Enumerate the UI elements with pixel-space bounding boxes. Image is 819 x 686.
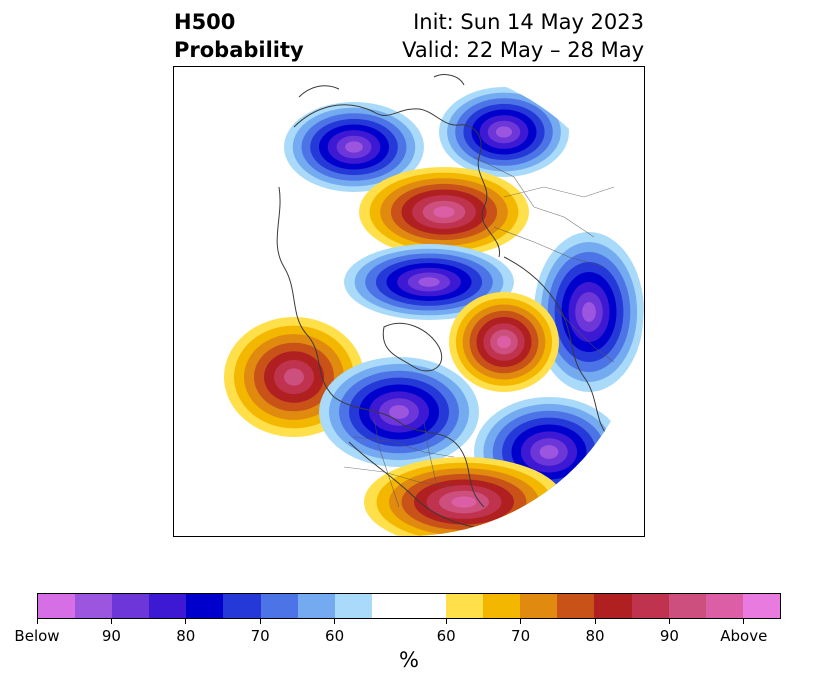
anomaly-below: [344, 244, 514, 320]
coastline: [293, 104, 500, 258]
colorbar: [37, 593, 781, 619]
colorbar-swatch: [520, 594, 558, 618]
coastline: [298, 74, 465, 98]
coastline: [503, 256, 610, 438]
country-border: [373, 416, 400, 508]
anomaly-contour: [345, 141, 363, 153]
anomaly-contour: [497, 335, 511, 349]
colorbar-tick-label: 60: [325, 627, 345, 645]
colorbar-swatch: [260, 594, 298, 618]
coastline: [333, 396, 485, 508]
colorbar-tick-label: 90: [101, 627, 121, 645]
coastline: [382, 322, 442, 372]
colorbar-tick: [259, 619, 261, 624]
colorbar-swatch: [594, 594, 632, 618]
anomaly-contour: [495, 126, 513, 138]
colorbar-tick: [668, 619, 670, 624]
country-borders-layer: [343, 156, 615, 508]
country-border: [503, 186, 615, 198]
anomaly-below: [319, 357, 479, 467]
title-valid-range: Valid: 22 May – 28 May: [402, 38, 644, 62]
country-border: [423, 421, 437, 483]
anomaly-above: [359, 167, 529, 257]
colorbar-tick: [36, 619, 38, 624]
title-product: Probability: [174, 38, 304, 62]
anomaly-below: [439, 87, 569, 177]
colorbar-swatch: [223, 594, 261, 618]
map-title-right: Init: Sun 14 May 2023 Valid: 22 May – 28…: [402, 8, 644, 64]
colorbar-swatch: [149, 594, 187, 618]
anomaly-contour: [582, 302, 596, 322]
colorbar-tick: [594, 619, 596, 624]
colorbar-swatch: [742, 594, 780, 618]
colorbar-unit-label: %: [399, 648, 419, 672]
anomaly-above: [224, 317, 364, 437]
colorbar-tick: [743, 619, 745, 624]
colorbar-swatch: [371, 594, 447, 618]
colorbar-tick-label: Below: [14, 627, 60, 645]
colorbar-swatch: [75, 594, 113, 618]
colorbar-tick: [445, 619, 447, 624]
country-border: [343, 466, 455, 488]
coastline: [276, 186, 335, 398]
anomaly-contour: [451, 496, 477, 508]
colorbar-swatch: [297, 594, 335, 618]
anomaly-above: [449, 292, 559, 392]
colorbar-tick-label: 80: [176, 627, 196, 645]
anomaly-below: [284, 102, 424, 192]
colorbar-tick-label: 80: [585, 627, 605, 645]
colorbar-tick: [185, 619, 187, 624]
country-border: [473, 156, 595, 238]
colorbar-swatch: [668, 594, 706, 618]
coastline: [348, 441, 475, 528]
colorbar-swatch: [38, 594, 76, 618]
colorbar-tick: [334, 619, 336, 624]
colorbar-swatch: [186, 594, 224, 618]
colorbar-tick: [520, 619, 522, 624]
title-init-date: Init: Sun 14 May 2023: [413, 10, 644, 34]
colorbar-swatch: [334, 594, 372, 618]
anomaly-contour: [539, 445, 559, 459]
colorbar-swatch: [557, 594, 595, 618]
colorbar-tick-label: 90: [659, 627, 679, 645]
colorbar-swatch: [446, 594, 484, 618]
colorbar-tick: [110, 619, 112, 624]
anomaly-below: [534, 232, 644, 392]
anomaly-contour: [418, 277, 440, 287]
map-title-left: H500 Probability: [174, 8, 304, 64]
anomaly-contour: [284, 368, 304, 386]
colorbar-tick-label: 70: [511, 627, 531, 645]
colorbar-tick-label: Above: [720, 627, 768, 645]
anomaly-contour: [433, 206, 455, 218]
colorbar-tick-label: 70: [250, 627, 270, 645]
anomaly-contour: [389, 405, 409, 419]
colorbar-swatch: [705, 594, 743, 618]
title-variable: H500: [174, 10, 236, 34]
country-border: [353, 436, 455, 458]
colorbar-swatch: [112, 594, 150, 618]
colorbar-tick-label: 60: [436, 627, 456, 645]
polar-map: [174, 67, 644, 536]
country-border: [553, 306, 615, 363]
map-panel: [173, 66, 645, 537]
colorbar-swatch: [483, 594, 521, 618]
coastline-layer: [276, 74, 610, 528]
colorbar-swatch: [631, 594, 669, 618]
country-border: [493, 226, 605, 268]
